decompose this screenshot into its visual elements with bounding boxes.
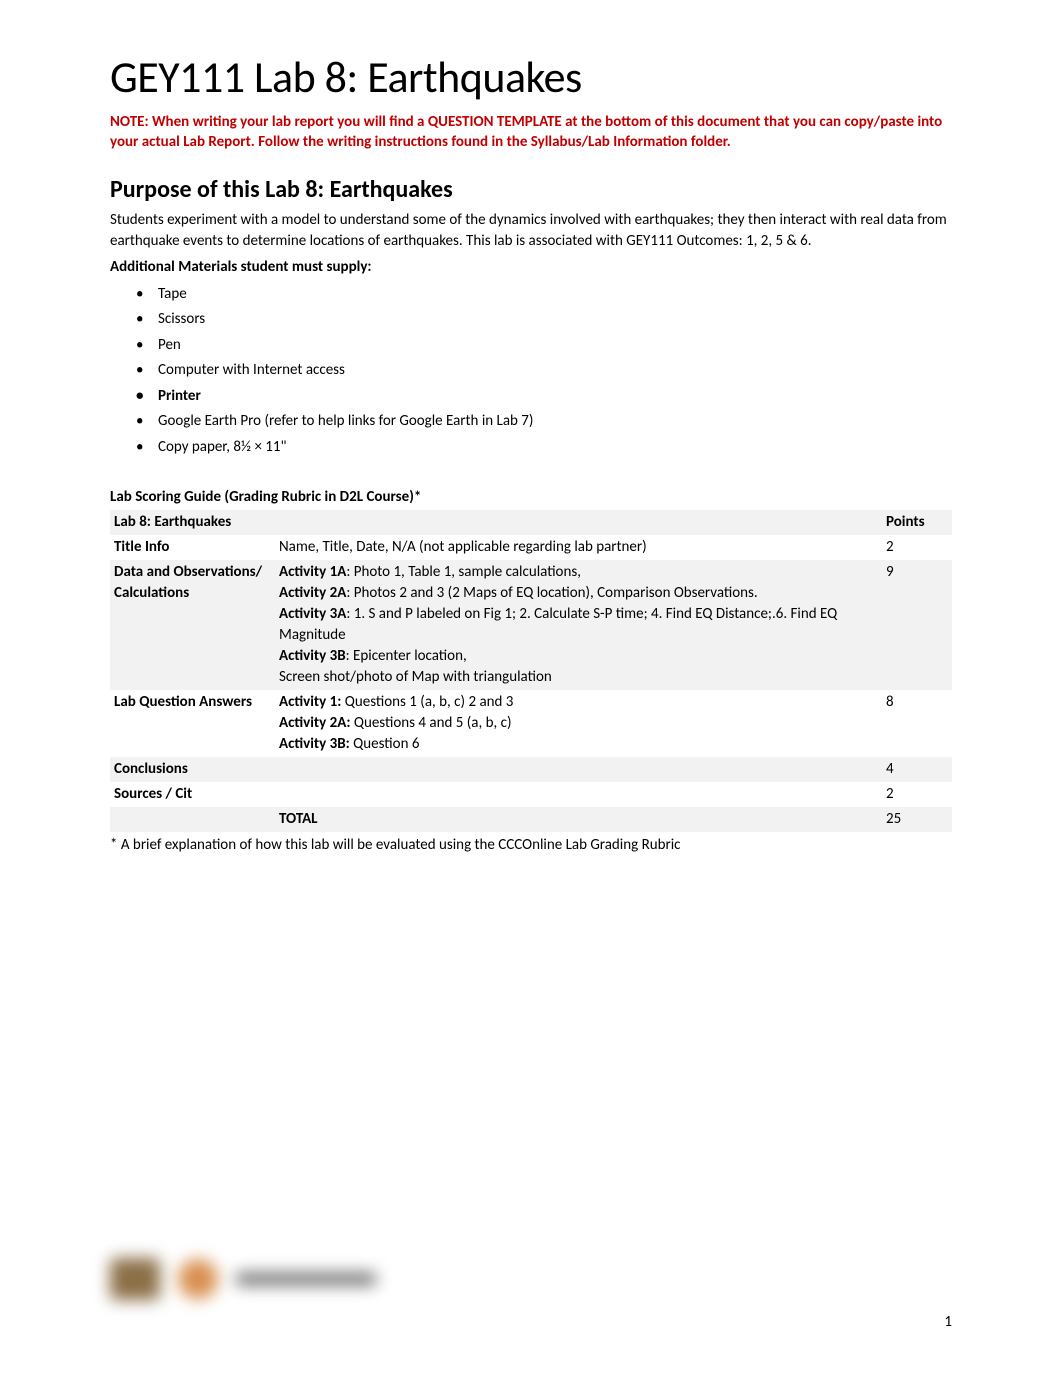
activity-text: : Photo 1, Table 1, sample calculations, <box>346 563 581 581</box>
table-row: Conclusions 4 <box>110 757 952 782</box>
footer-logo-blurred <box>110 1249 390 1309</box>
list-item: Computer with Internet access <box>158 358 952 384</box>
activity-text: : 1. S and P labeled on Fig 1; 2. Calcul… <box>279 605 837 644</box>
row-points: 25 <box>882 807 952 832</box>
activity-text: Name, Title, Date, N/A (not applicable r… <box>279 538 647 556</box>
list-item: Printer <box>158 384 952 410</box>
list-item: Copy paper, 8½ × 11" <box>158 435 952 461</box>
activity-prefix: Activity 2A: <box>279 714 350 732</box>
page-number: 1 <box>944 1313 952 1331</box>
row-description: Name, Title, Date, N/A (not applicable r… <box>275 535 882 560</box>
table-row: Data and Observations/ CalculationsActiv… <box>110 560 952 690</box>
rubric-header-points: Points <box>882 510 952 535</box>
row-label: Sources / Cit <box>110 782 275 807</box>
rubric-heading: Lab Scoring Guide (Grading Rubric in D2L… <box>110 488 952 506</box>
activity-prefix: Activity 1: <box>279 693 341 711</box>
row-label <box>110 807 275 832</box>
rubric-header-label: Lab 8: Earthquakes <box>110 510 882 535</box>
row-description: TOTAL <box>275 807 882 832</box>
row-points: 8 <box>882 690 952 757</box>
rubric-footnote: * A brief explanation of how this lab wi… <box>110 836 952 854</box>
list-item: Pen <box>158 333 952 359</box>
activity-prefix: Activity 2A <box>279 584 346 602</box>
purpose-text: Students experiment with a model to unde… <box>110 210 952 252</box>
activity-prefix: Activity 3B <box>279 647 346 665</box>
logo-text-bar <box>236 1273 376 1285</box>
list-item: Scissors <box>158 307 952 333</box>
activity-text: : Epicenter location, <box>346 647 467 665</box>
row-description: Activity 1: Questions 1 (a, b, c) 2 and … <box>275 690 882 757</box>
list-item: Google Earth Pro (refer to help links fo… <box>158 409 952 435</box>
activity-text: Questions 4 and 5 (a, b, c) <box>350 714 511 732</box>
logo-circle <box>178 1259 218 1299</box>
materials-heading: Additional Materials student must supply… <box>110 258 952 276</box>
activity-prefix: Activity 3B: <box>279 735 350 753</box>
purpose-heading: Purpose of this Lab 8: Earthquakes <box>110 175 952 204</box>
activity-text: Question 6 <box>350 735 420 753</box>
list-item: Tape <box>158 282 952 308</box>
activity-text: : Photos 2 and 3 (2 Maps of EQ location)… <box>346 584 757 602</box>
materials-list: TapeScissorsPenComputer with Internet ac… <box>110 282 952 461</box>
activity-prefix: TOTAL <box>279 810 318 828</box>
row-label: Data and Observations/ Calculations <box>110 560 275 690</box>
row-points: 2 <box>882 782 952 807</box>
row-description <box>275 757 882 782</box>
activity-text: Screen shot/photo of Map with triangulat… <box>279 668 552 686</box>
row-points: 4 <box>882 757 952 782</box>
table-row: Lab Question AnswersActivity 1: Question… <box>110 690 952 757</box>
row-description <box>275 782 882 807</box>
table-row: Sources / Cit 2 <box>110 782 952 807</box>
activity-prefix: Activity 1A <box>279 563 346 581</box>
row-label: Conclusions <box>110 757 275 782</box>
table-row: Title InfoName, Title, Date, N/A (not ap… <box>110 535 952 560</box>
row-label: Lab Question Answers <box>110 690 275 757</box>
row-description: Activity 1A: Photo 1, Table 1, sample ca… <box>275 560 882 690</box>
table-row: TOTAL 25 <box>110 807 952 832</box>
logo-shape <box>110 1258 160 1300</box>
table-header-row: Lab 8: Earthquakes Points <box>110 510 952 535</box>
note-text: NOTE: When writing your lab report you w… <box>110 112 952 153</box>
row-label: Title Info <box>110 535 275 560</box>
row-points: 2 <box>882 535 952 560</box>
row-points: 9 <box>882 560 952 690</box>
page-title: GEY111 Lab 8: Earthquakes <box>110 50 952 104</box>
rubric-table: Lab 8: Earthquakes Points Title InfoName… <box>110 510 952 832</box>
activity-prefix: Activity 3A <box>279 605 346 623</box>
activity-text: Questions 1 (a, b, c) 2 and 3 <box>341 693 513 711</box>
